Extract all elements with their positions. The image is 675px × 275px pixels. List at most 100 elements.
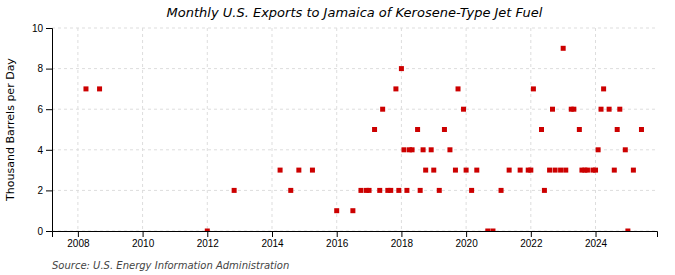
point (421, 147, 426, 152)
tick: 2020 (455, 231, 478, 249)
point (83, 86, 88, 91)
tick: 2014 (261, 231, 284, 249)
point (553, 168, 558, 173)
grid-line (207, 28, 208, 231)
point (469, 188, 474, 193)
title: Monthly U.S. Exports to Jamaica of Keros… (167, 5, 543, 20)
plot-area: 2008 2010 2012 2014 2016 2018 2020 2022 2024 0 2 4 6… (32, 23, 658, 249)
point (550, 107, 555, 112)
point (334, 208, 339, 213)
tick: 2008 (67, 231, 90, 249)
point (431, 168, 436, 173)
tick-label: 2008 (67, 238, 90, 249)
tick-label: 4 (37, 145, 43, 156)
point (350, 208, 355, 213)
point (593, 168, 598, 173)
axis-line (53, 232, 658, 238)
point (531, 86, 536, 91)
tick-label: 2020 (455, 238, 478, 249)
point (561, 46, 566, 51)
point (97, 86, 102, 91)
tick-mark (272, 231, 273, 237)
point (296, 168, 301, 173)
tick-label: 2 (37, 185, 43, 196)
point (410, 147, 415, 152)
point (380, 107, 385, 112)
grid-line (530, 28, 531, 231)
tick-mark (46, 231, 52, 232)
point (372, 127, 377, 132)
y-axis-title: Thousand Barrels per Day (4, 58, 17, 202)
tick: 10 (32, 23, 52, 34)
tick-label: 2022 (520, 238, 543, 249)
point (631, 168, 636, 173)
tick: 2010 (132, 231, 155, 249)
points (83, 46, 644, 231)
point (393, 86, 398, 91)
point (310, 168, 315, 173)
point (388, 188, 393, 193)
tick-mark (46, 69, 52, 70)
point (358, 188, 363, 193)
point (539, 127, 544, 132)
tick-mark (596, 231, 597, 237)
tick-label: 2012 (197, 238, 220, 249)
point (377, 188, 382, 193)
grid-line (142, 28, 143, 231)
point (456, 86, 461, 91)
point (396, 188, 401, 193)
point (485, 229, 490, 232)
point (288, 188, 293, 193)
point (429, 147, 434, 152)
point (447, 147, 452, 152)
grid-line (52, 68, 657, 69)
point (474, 168, 479, 173)
tick-mark (401, 231, 402, 237)
point (415, 127, 420, 132)
y-axis: 0 2 4 6 8 10 (32, 23, 53, 237)
tick: 6 (37, 104, 52, 115)
point (558, 168, 563, 173)
point (464, 168, 469, 173)
grid-line (336, 28, 337, 231)
tick-label: 8 (37, 63, 43, 74)
tick: 0 (37, 226, 52, 237)
point (547, 168, 552, 173)
point (577, 127, 582, 132)
tick: 2022 (520, 231, 543, 249)
point (625, 229, 630, 232)
point (404, 188, 409, 193)
tick-label: 6 (37, 104, 43, 115)
tick-label: 0 (37, 226, 43, 237)
tick-mark (531, 231, 532, 237)
point (490, 229, 495, 232)
tick: 4 (37, 145, 52, 156)
point (639, 127, 644, 132)
grid-line (272, 28, 273, 231)
tick: 2012 (197, 231, 220, 249)
point (278, 168, 283, 173)
annotation: Source: U.S. Energy Information Administ… (52, 260, 289, 271)
point (418, 188, 423, 193)
point (528, 168, 533, 173)
point (607, 107, 612, 112)
tick-mark (207, 231, 208, 237)
tick: 2 (37, 185, 52, 196)
tick-label: 2010 (132, 238, 155, 249)
tick: 2018 (391, 231, 414, 249)
tick-mark (46, 109, 52, 110)
tick-label: 2024 (585, 238, 608, 249)
grid-line (77, 28, 78, 231)
point (453, 168, 458, 173)
tick-mark (143, 231, 144, 237)
point (437, 188, 442, 193)
x-axis: 2008 2010 2012 2014 2016 2018 2020 2022 2024 (53, 231, 658, 249)
point (461, 107, 466, 112)
point (596, 147, 601, 152)
grid (52, 28, 657, 231)
tick-mark (466, 231, 467, 237)
point (402, 147, 407, 152)
point (571, 107, 576, 112)
tick-label: 2016 (326, 238, 349, 249)
axis-line (46, 29, 53, 232)
